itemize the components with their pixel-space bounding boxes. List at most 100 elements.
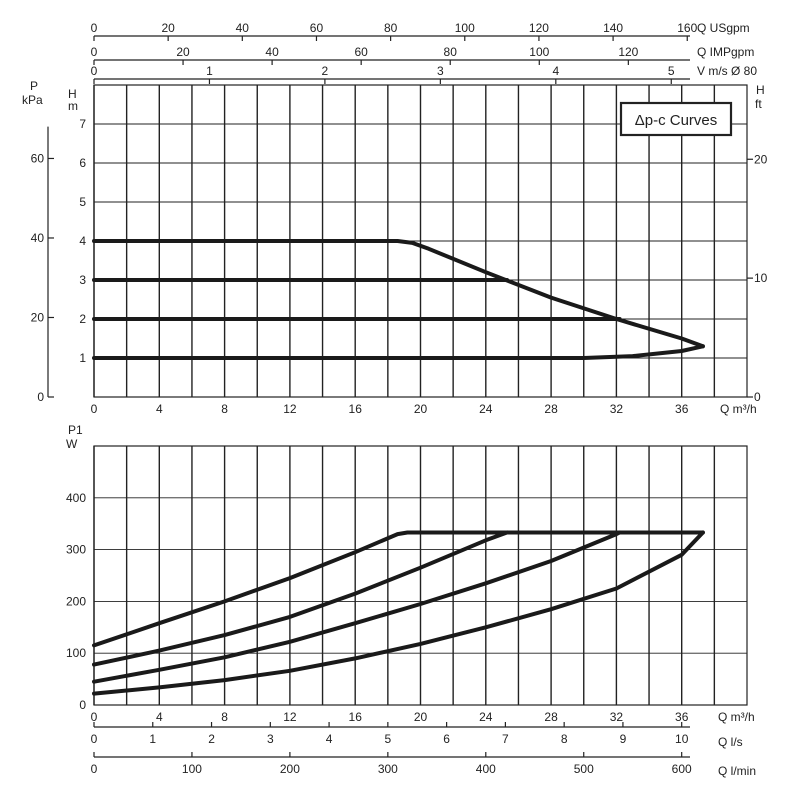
- top-y-tick-label: 4: [79, 234, 86, 248]
- head-ft-tick-label: 20: [754, 152, 768, 166]
- bottom-x-tick-label: 8: [221, 710, 228, 724]
- top-x-tick-label: 32: [610, 402, 624, 416]
- top-y-tick-label: 3: [79, 273, 86, 287]
- top-x-tick-label: 4: [156, 402, 163, 416]
- legend-box: [619, 101, 733, 137]
- head-curve-1: [92, 239, 705, 349]
- usgpm-axis-tick-label: 120: [529, 21, 549, 35]
- power-curve-4: [92, 530, 705, 696]
- impgpm-axis-label: Q IMPgpm: [697, 45, 754, 59]
- top-y-axis-label-m: m: [68, 99, 78, 113]
- bottom-y-axis-label-w: W: [66, 437, 78, 451]
- impgpm-axis-tick-label: 20: [176, 45, 190, 59]
- impgpm-axis-tick-label: 60: [354, 45, 368, 59]
- bottom-y-tick-label: 100: [66, 646, 86, 660]
- curves-layer: [92, 239, 705, 696]
- velocity-axis-label: V m/s Ø 80: [697, 64, 757, 78]
- bottom-x-tick-label: 4: [156, 710, 163, 724]
- ls-axis-tick-label: 7: [502, 732, 509, 746]
- lmin-axis-tick-label: 400: [476, 762, 496, 776]
- top-x-tick-label: 8: [221, 402, 228, 416]
- impgpm-axis-tick-label: 100: [529, 45, 549, 59]
- bottom-x-tick-label: 0: [91, 710, 98, 724]
- top-x-tick-label: 28: [544, 402, 558, 416]
- lmin-axis-tick-label: 500: [574, 762, 594, 776]
- legend: Δp-c Curves: [619, 101, 733, 137]
- bottom-plot-frame: [93, 445, 748, 706]
- power-curve-2: [92, 530, 509, 667]
- bottom-y-tick-label: 200: [66, 594, 86, 608]
- power-curve-3: [92, 530, 622, 684]
- bottom-x-axis-label: Q m³/h: [718, 710, 755, 724]
- top-x-tick-label: 36: [675, 402, 689, 416]
- ls-axis-tick-label: 2: [208, 732, 215, 746]
- top-x-tick-label: 24: [479, 402, 493, 416]
- ls-axis-tick-label: 8: [561, 732, 568, 746]
- bottom-y-tick-label: 300: [66, 543, 86, 557]
- legend-title: Δp-c Curves: [635, 112, 718, 129]
- bottom-y-tick-label: 400: [66, 491, 86, 505]
- lmin-axis-tick-label: 0: [91, 762, 98, 776]
- impgpm-axis-tick-label: 40: [265, 45, 279, 59]
- impgpm-axis-tick-label: 80: [444, 45, 458, 59]
- head-curve-4: [92, 344, 705, 360]
- pressure-tick-label: 20: [31, 310, 45, 324]
- usgpm-axis-tick-label: 60: [310, 21, 324, 35]
- pressure-tick-label: 40: [31, 231, 45, 245]
- usgpm-axis-label: Q USgpm: [697, 21, 750, 35]
- usgpm-axis-tick-label: 160: [677, 21, 697, 35]
- top-x-axis-label: Q m³/h: [720, 402, 757, 416]
- pressure-tick-label: 60: [31, 151, 45, 165]
- bottom-x-tick-label: 12: [283, 710, 297, 724]
- pressure-axis-label-p: P: [30, 79, 38, 93]
- ls-axis-tick-label: 6: [443, 732, 450, 746]
- lmin-axis-label: Q l/min: [718, 764, 756, 778]
- bottom-y-axis-label-p1: P1: [68, 423, 83, 437]
- usgpm-axis-tick-label: 20: [161, 21, 175, 35]
- usgpm-axis-tick-label: 40: [236, 21, 250, 35]
- bottom-x-tick-label: 20: [414, 710, 428, 724]
- impgpm-axis-tick-label: 0: [91, 45, 98, 59]
- top-y-tick-label: 5: [79, 195, 86, 209]
- velocity-axis-tick-label: 1: [206, 64, 213, 78]
- top-x-tick-label: 12: [283, 402, 297, 416]
- top-y-tick-label: 2: [79, 312, 86, 326]
- velocity-axis-tick-label: 2: [322, 64, 329, 78]
- ls-axis-label: Q l/s: [718, 735, 743, 749]
- lmin-axis-tick-label: 100: [182, 762, 202, 776]
- bottom-x-tick-label: 16: [349, 710, 363, 724]
- top-y-axis-label-h: H: [68, 87, 77, 101]
- usgpm-axis-tick-label: 80: [384, 21, 398, 35]
- head-ft-tick-label: 0: [754, 390, 761, 404]
- pressure-axis-label-kpa: kPa: [22, 93, 43, 107]
- ls-axis-tick-label: 5: [385, 732, 392, 746]
- head-ft-axis-label-ft: ft: [755, 97, 762, 111]
- velocity-axis-tick-label: 5: [668, 64, 675, 78]
- velocity-axis-tick-label: 3: [437, 64, 444, 78]
- head-ft-axis-label-h: H: [756, 83, 765, 97]
- labels-layer: 0 4 8 12 16 20 24 28 32 36 Q m³/h1234567Hm0204060P…: [22, 21, 768, 778]
- top-y-tick-label: 7: [79, 117, 86, 131]
- ls-axis-tick-label: 10: [675, 732, 689, 746]
- bottom-x-tick-label: 32: [610, 710, 624, 724]
- ls-axis-tick-label: 0: [91, 732, 98, 746]
- head-ft-tick-label: 10: [754, 271, 768, 285]
- bottom-x-tick-label: 36: [675, 710, 689, 724]
- usgpm-axis-tick-label: 100: [455, 21, 475, 35]
- lmin-axis-tick-label: 600: [672, 762, 692, 776]
- top-x-tick-label: 0: [91, 402, 98, 416]
- top-y-tick-label: 1: [79, 351, 86, 365]
- lmin-axis-tick-label: 300: [378, 762, 398, 776]
- power-curve-1: [92, 530, 705, 648]
- usgpm-axis-tick-label: 140: [603, 21, 623, 35]
- ls-axis-tick-label: 1: [149, 732, 156, 746]
- top-y-tick-label: 6: [79, 156, 86, 170]
- top-x-tick-label: 20: [414, 402, 428, 416]
- lmin-axis-tick-label: 200: [280, 762, 300, 776]
- velocity-axis-tick-label: 0: [91, 64, 98, 78]
- impgpm-axis-tick-label: 120: [618, 45, 638, 59]
- ls-axis-tick-label: 9: [620, 732, 627, 746]
- bottom-x-tick-label: 28: [544, 710, 558, 724]
- bottom-x-tick-label: 24: [479, 710, 493, 724]
